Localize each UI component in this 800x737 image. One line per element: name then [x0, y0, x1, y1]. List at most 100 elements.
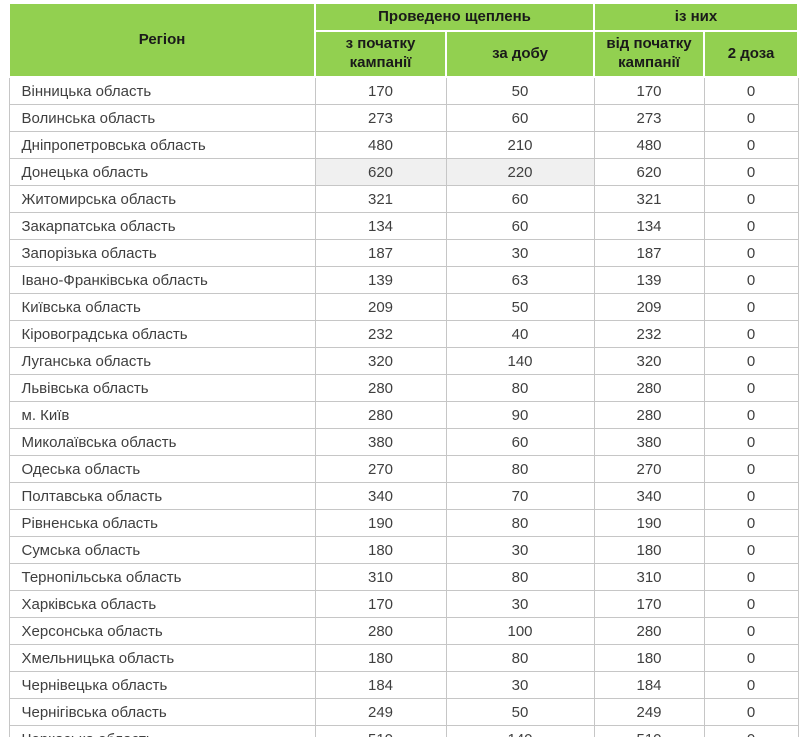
- per-day-cell: 60: [445, 428, 595, 456]
- dose-2-cell: 0: [703, 212, 799, 240]
- per-day-cell: 220: [445, 158, 595, 186]
- dose-2-cell: 0: [703, 239, 799, 267]
- from-start-cell: 170: [593, 590, 705, 618]
- column-header-region: Регіон: [8, 2, 316, 78]
- from-start-cell: 270: [593, 455, 705, 483]
- since-start-cell: 190: [314, 509, 447, 537]
- dose-2-cell: 0: [703, 428, 799, 456]
- dose-2-cell: 0: [703, 563, 799, 591]
- since-start-cell: 180: [314, 536, 447, 564]
- table-row: Закарпатська область 134 60 134 0: [8, 212, 799, 240]
- per-day-cell: 50: [445, 293, 595, 321]
- region-name-cell: Сумська область: [8, 536, 316, 564]
- from-start-cell: 321: [593, 185, 705, 213]
- dose-2-cell: 0: [703, 131, 799, 159]
- since-start-cell: 280: [314, 374, 447, 402]
- from-start-cell: 190: [593, 509, 705, 537]
- table-row: Вінницька область 170 50 170 0: [8, 76, 799, 105]
- table-row: Тернопільська область 310 80 310 0: [8, 563, 799, 591]
- from-start-cell: 280: [593, 401, 705, 429]
- from-start-cell: 280: [593, 617, 705, 645]
- vaccination-table: Регіон Проведено щеплень із них з початк…: [8, 2, 800, 737]
- column-group-vaccinated: Проведено щеплень: [314, 2, 595, 32]
- region-name-cell: Волинська область: [8, 104, 316, 132]
- region-name-cell: Кіровоградська область: [8, 320, 316, 348]
- table-row: Полтавська область 340 70 340 0: [8, 482, 799, 510]
- per-day-cell: 80: [445, 563, 595, 591]
- from-start-cell: 184: [593, 671, 705, 699]
- dose-2-cell: 0: [703, 76, 799, 105]
- per-day-cell: 80: [445, 644, 595, 672]
- per-day-cell: 210: [445, 131, 595, 159]
- dose-2-cell: 0: [703, 617, 799, 645]
- table-row: Хмельницька область 180 80 180 0: [8, 644, 799, 672]
- table-row: Житомирська область 321 60 321 0: [8, 185, 799, 213]
- from-start-cell: 134: [593, 212, 705, 240]
- since-start-cell: 321: [314, 185, 447, 213]
- since-start-cell: 310: [314, 563, 447, 591]
- since-start-cell: 134: [314, 212, 447, 240]
- dose-2-cell: 0: [703, 671, 799, 699]
- region-name-cell: Житомирська область: [8, 185, 316, 213]
- per-day-cell: 30: [445, 536, 595, 564]
- from-start-cell: 310: [593, 563, 705, 591]
- since-start-cell: 170: [314, 590, 447, 618]
- region-name-cell: Тернопільська область: [8, 563, 316, 591]
- table-row: Херсонська область 280 100 280 0: [8, 617, 799, 645]
- since-start-cell: 180: [314, 644, 447, 672]
- region-name-cell: Львівська область: [8, 374, 316, 402]
- region-name-cell: Дніпропетровська область: [8, 131, 316, 159]
- region-name-cell: Чернігівська область: [8, 698, 316, 726]
- from-start-cell: 232: [593, 320, 705, 348]
- per-day-cell: 30: [445, 590, 595, 618]
- since-start-cell: 184: [314, 671, 447, 699]
- dose-2-cell: 0: [703, 374, 799, 402]
- table-row: Кіровоградська область 232 40 232 0: [8, 320, 799, 348]
- since-start-cell: 139: [314, 266, 447, 294]
- from-start-cell: 320: [593, 347, 705, 375]
- since-start-cell: 280: [314, 617, 447, 645]
- from-start-cell: 170: [593, 76, 705, 105]
- table-row: Дніпропетровська область 480 210 480 0: [8, 131, 799, 159]
- from-start-cell: 180: [593, 644, 705, 672]
- dose-2-cell: 0: [703, 185, 799, 213]
- per-day-cell: 30: [445, 239, 595, 267]
- per-day-cell: 30: [445, 671, 595, 699]
- since-start-cell: 232: [314, 320, 447, 348]
- dose-2-cell: 0: [703, 293, 799, 321]
- from-start-cell: 187: [593, 239, 705, 267]
- dose-2-cell: 0: [703, 104, 799, 132]
- per-day-cell: 140: [445, 347, 595, 375]
- dose-2-cell: 0: [703, 536, 799, 564]
- since-start-cell: 320: [314, 347, 447, 375]
- table-row: Сумська область 180 30 180 0: [8, 536, 799, 564]
- per-day-cell: 140: [445, 725, 595, 737]
- column-header-dose-2: 2 доза: [702, 30, 800, 78]
- since-start-cell: 380: [314, 428, 447, 456]
- dose-2-cell: 0: [703, 725, 799, 737]
- region-name-cell: Херсонська область: [8, 617, 316, 645]
- dose-2-cell: 0: [703, 509, 799, 537]
- table-row: Запорізька область 187 30 187 0: [8, 239, 799, 267]
- per-day-cell: 90: [445, 401, 595, 429]
- table-row: Миколаївська область 380 60 380 0: [8, 428, 799, 456]
- per-day-cell: 63: [445, 266, 595, 294]
- since-start-cell: 273: [314, 104, 447, 132]
- dose-2-cell: 0: [703, 482, 799, 510]
- region-name-cell: Запорізька область: [8, 239, 316, 267]
- region-name-cell: Чернівецька область: [8, 671, 316, 699]
- region-name-cell: Київська область: [8, 293, 316, 321]
- since-start-cell: 340: [314, 482, 447, 510]
- table-row: Львівська область 280 80 280 0: [8, 374, 799, 402]
- table-row: Луганська область 320 140 320 0: [8, 347, 799, 375]
- per-day-cell: 40: [445, 320, 595, 348]
- region-name-cell: Закарпатська область: [8, 212, 316, 240]
- since-start-cell: 270: [314, 455, 447, 483]
- from-start-cell: 139: [593, 266, 705, 294]
- region-name-cell: Хмельницька область: [8, 644, 316, 672]
- dose-2-cell: 0: [703, 698, 799, 726]
- from-start-cell: 280: [593, 374, 705, 402]
- from-start-cell: 249: [593, 698, 705, 726]
- per-day-cell: 60: [445, 185, 595, 213]
